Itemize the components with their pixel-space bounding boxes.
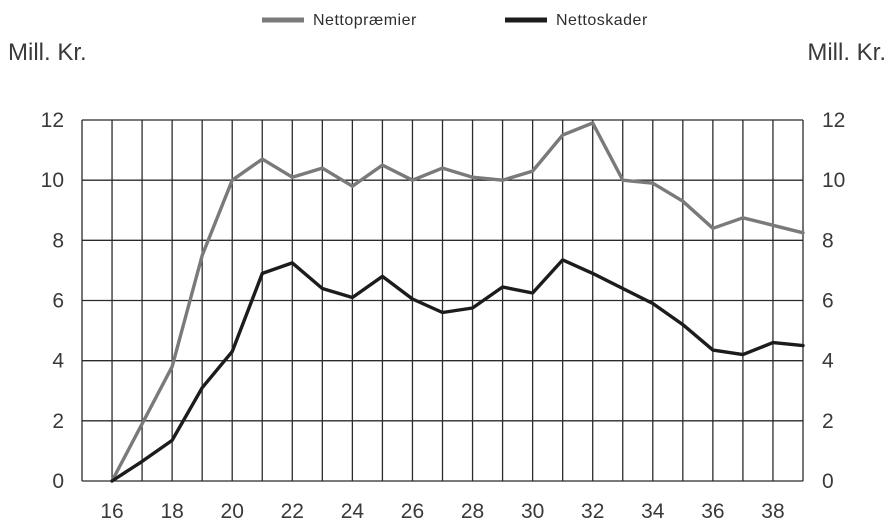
y-tick-label-right: 12: [822, 109, 845, 132]
series-line-nettopraemier: [110, 121, 805, 483]
y-axis-unit-right: Mill. Kr.: [807, 39, 886, 66]
x-tick-label: 34: [641, 500, 665, 523]
y-tick-label-right: 8: [822, 229, 834, 252]
x-tick-label: 18: [160, 500, 183, 523]
y-tick-label-left: 0: [52, 470, 64, 493]
y-axis-right: 0 2 4 6 8 10 12: [822, 109, 845, 493]
x-tick-label: 36: [701, 500, 724, 523]
y-tick-label-left: 4: [52, 350, 64, 373]
series-lines: [110, 121, 805, 483]
x-tick-label: 30: [521, 500, 544, 523]
x-tick-label: 38: [761, 500, 784, 523]
x-tick-label: 32: [581, 500, 604, 523]
x-tick-label: 22: [281, 500, 304, 523]
y-tick-label-right: 10: [822, 169, 845, 192]
y-tick-label-left: 8: [52, 229, 64, 252]
y-tick-label-left: 2: [52, 410, 64, 433]
y-tick-label-left: 12: [41, 109, 64, 132]
y-tick-label-right: 2: [822, 410, 834, 433]
x-tick-label: 16: [100, 500, 123, 523]
x-tick-label: 26: [401, 500, 424, 523]
x-tick-label: 28: [461, 500, 484, 523]
legend: Nettopræmier Nettoskader: [262, 12, 648, 29]
y-tick-label-left: 6: [52, 290, 64, 313]
x-tick-label: 24: [341, 500, 365, 523]
y-tick-label-right: 0: [822, 470, 834, 493]
legend-label-nettoskader: Nettoskader: [556, 12, 648, 29]
x-axis: 16 18 20 22 24 26 28 30 32 34 36 38: [100, 500, 784, 523]
series-line-nettoskader: [110, 258, 805, 483]
y-tick-label-right: 6: [822, 290, 834, 313]
y-axis-unit-left: Mill. Kr.: [8, 39, 87, 66]
y-tick-label-right: 4: [822, 350, 834, 373]
x-tick-label: 20: [221, 500, 244, 523]
legend-label-nettopraemier: Nettopræmier: [313, 12, 417, 29]
y-axis-left: 0 2 4 6 8 10 12: [41, 109, 65, 493]
y-tick-label-left: 10: [41, 169, 64, 192]
